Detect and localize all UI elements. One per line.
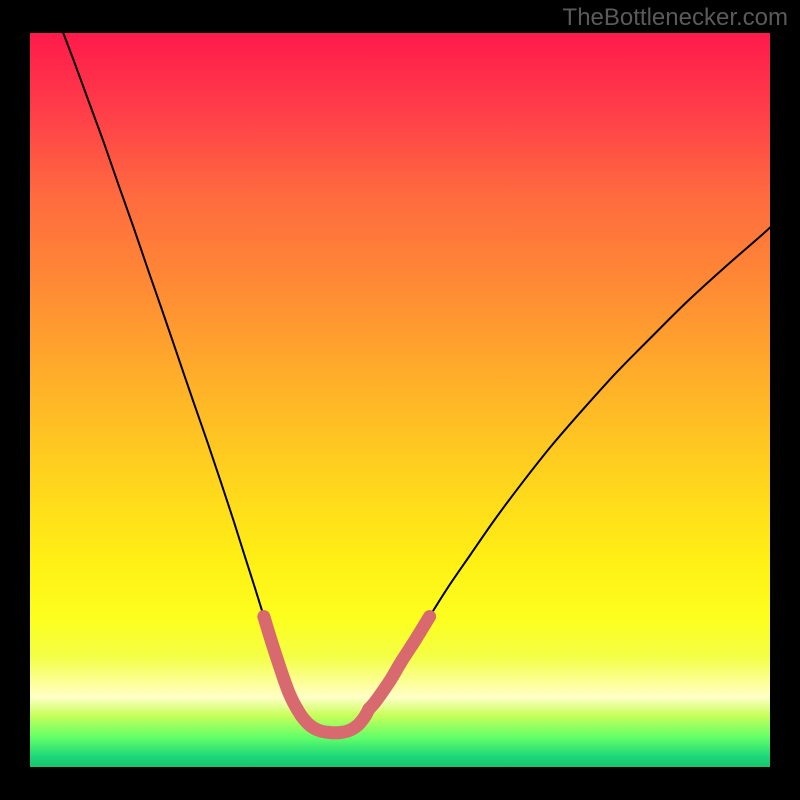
stage: TheBottlenecker.com [0,0,800,800]
highlight-segment-left [264,617,297,709]
highlight-segment-right [369,617,430,709]
curve-layer [30,33,770,767]
watermark-text: TheBottlenecker.com [563,4,788,32]
highlight-segment-valley [297,709,369,733]
bottleneck-curve-right [297,228,770,733]
bottleneck-curve-left [63,33,369,733]
plot-area [30,33,770,767]
